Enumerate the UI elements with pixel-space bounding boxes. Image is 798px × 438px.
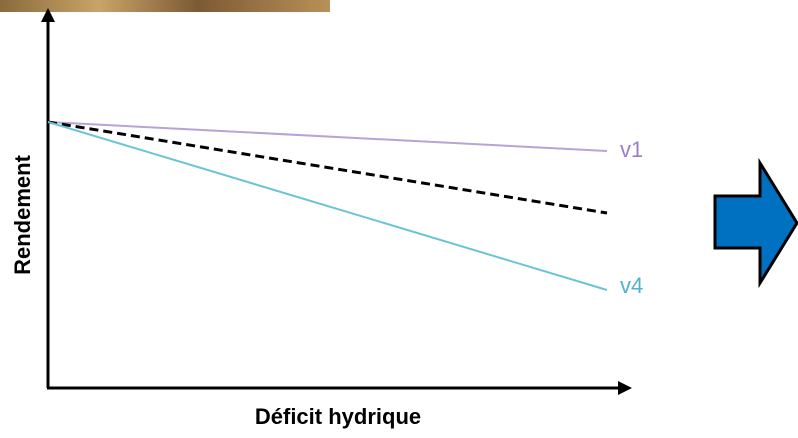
line-mean	[47, 120, 608, 215]
photo-strip	[0, 0, 330, 12]
axes	[41, 8, 632, 395]
y-axis-label: Rendement	[10, 154, 35, 274]
line-v4	[47, 121, 608, 291]
line-label: v4	[620, 273, 643, 298]
line-v1	[47, 121, 608, 152]
x-axis-arrow	[618, 381, 632, 395]
x-axis-label: Déficit hydrique	[255, 404, 421, 429]
arrow-icon	[713, 157, 798, 289]
line-label: v1	[620, 137, 643, 162]
y-axis-arrow	[41, 8, 55, 22]
